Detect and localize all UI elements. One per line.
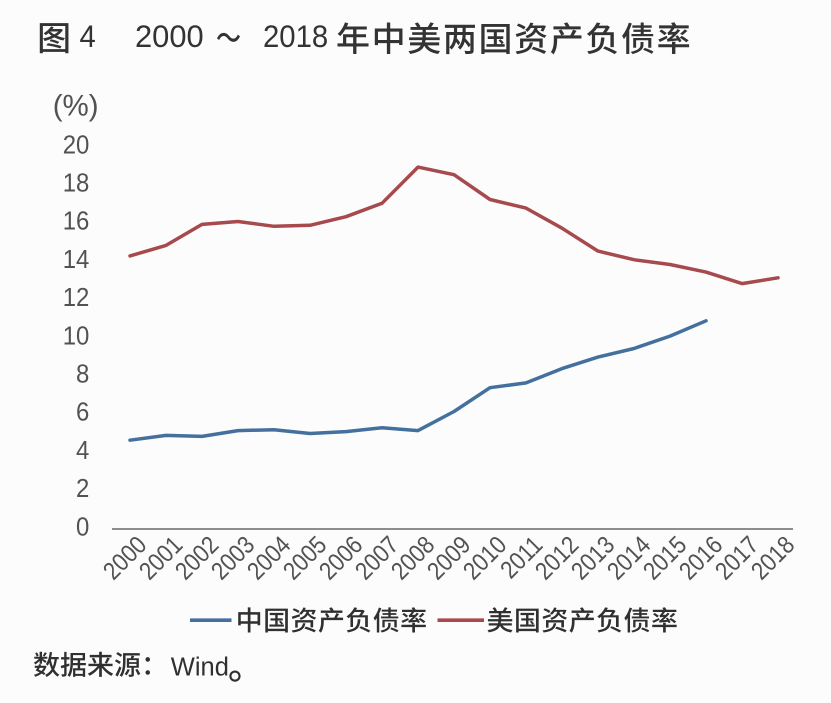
svg-text:Wind: Wind	[171, 654, 229, 682]
svg-text:6: 6	[76, 398, 89, 427]
svg-text:(%): (%)	[53, 90, 99, 123]
svg-text:12: 12	[63, 283, 90, 312]
svg-text:14: 14	[63, 245, 90, 274]
svg-text:4: 4	[80, 19, 96, 54]
svg-text:8: 8	[76, 360, 89, 389]
svg-text:18: 18	[63, 169, 90, 198]
svg-text:4: 4	[76, 436, 89, 465]
svg-text:2000: 2000	[135, 19, 204, 54]
svg-text:20: 20	[63, 130, 90, 159]
svg-text:0: 0	[76, 512, 89, 541]
svg-text:10: 10	[63, 321, 90, 350]
svg-text:2: 2	[76, 474, 89, 503]
svg-text:2018: 2018	[263, 19, 328, 54]
svg-text:16: 16	[63, 207, 90, 236]
